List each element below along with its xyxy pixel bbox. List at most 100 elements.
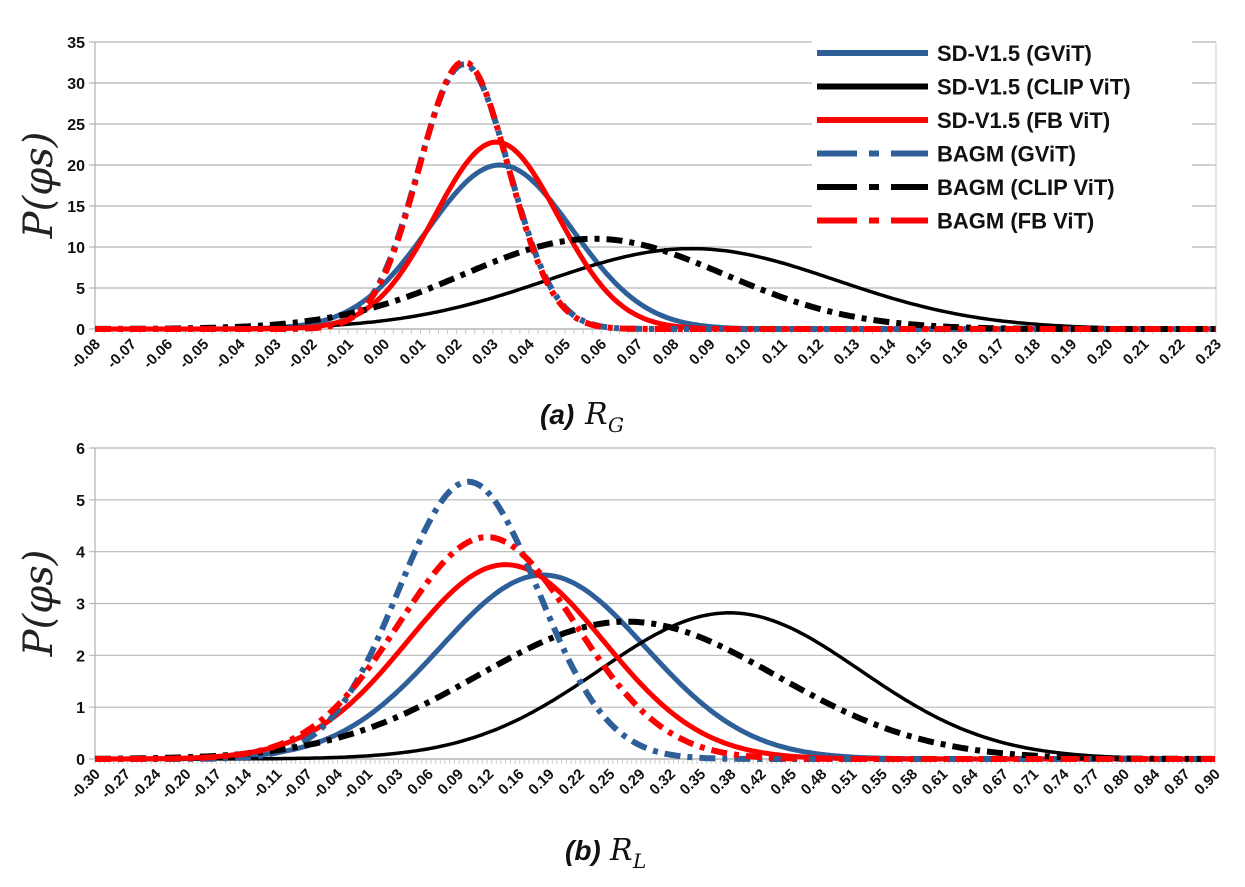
x-tick-label: -0.20 [158, 766, 194, 802]
x-tick-label: 0.16 [495, 766, 528, 799]
x-tick-label: 0.22 [555, 766, 588, 799]
y-tick-label: 20 [67, 158, 85, 175]
x-tick-label: 0.21 [1120, 336, 1153, 369]
x-tick-label: 0.61 [919, 766, 952, 799]
x-tick-label: -0.11 [250, 766, 286, 802]
legend-label: BAGM (GViT) [937, 142, 1076, 167]
x-tick-label: 0.06 [404, 766, 437, 799]
y-axis-label: P(φs) [16, 132, 62, 240]
y-tick-label: 15 [67, 199, 85, 216]
x-tick-label: 0.23 [1192, 336, 1225, 369]
y-tick-label: 3 [76, 597, 85, 614]
x-tick-label: 0.11 [759, 336, 791, 368]
x-tick-label: -0.02 [285, 336, 321, 372]
x-tick-label: 0.03 [374, 766, 407, 799]
x-tick-label: 0.32 [646, 766, 679, 799]
y-tick-label: 25 [67, 117, 85, 134]
series-line-bagm-clip-vit- [94, 618, 1215, 762]
x-tick-label: 0.19 [525, 766, 558, 799]
x-tick-label: -0.14 [219, 765, 256, 802]
x-tick-label: 0.05 [541, 336, 574, 369]
x-tick-label: 0.42 [737, 766, 770, 799]
x-tick-label: -0.01 [321, 336, 357, 372]
x-tick-label: 0.14 [867, 335, 900, 368]
x-tick-label: 0.80 [1100, 766, 1133, 799]
y-axis-label: P(φs) [16, 550, 62, 658]
x-tick-label: 0.77 [1070, 766, 1103, 799]
series-line-sd-v1-5-clip-vit- [95, 611, 1216, 761]
series-line-bagm-clip-vit- [95, 235, 1216, 332]
legend-label: BAGM (CLIP ViT) [937, 175, 1115, 200]
legend-background [812, 38, 1192, 250]
caption-symbol: R [609, 833, 633, 868]
x-tick-label: 0.35 [677, 766, 710, 799]
x-tick-label: 0.71 [1010, 766, 1043, 799]
x-tick-label: 0.67 [979, 766, 1012, 799]
y-tick-label: 30 [67, 76, 85, 93]
x-tick-label: 0.06 [577, 336, 610, 369]
x-tick-label: 0.10 [722, 336, 755, 369]
x-tick-label: -0.08 [68, 336, 104, 372]
series-line-bagm-fb-vit- [95, 58, 1216, 332]
x-tick-label: -0.07 [104, 336, 140, 372]
x-tick-label: -0.06 [140, 336, 176, 372]
x-tick-label: 0.55 [858, 766, 891, 799]
x-tick-label: -0.17 [189, 766, 225, 802]
x-tick-label: 0.22 [1156, 336, 1189, 369]
x-tick-label: 0.12 [465, 766, 498, 799]
x-tick-label: 0.13 [831, 336, 864, 369]
x-tick-label: 0.90 [1191, 766, 1224, 799]
x-tick-label: 0.25 [586, 766, 619, 799]
legend-label: BAGM (FB ViT) [937, 209, 1094, 234]
x-tick-label: 0.12 [794, 336, 827, 369]
caption-prefix: (a) [540, 399, 574, 430]
x-tick-label: 0.04 [505, 335, 538, 368]
y-tick-label: 2 [76, 648, 85, 665]
caption-subscript: G [608, 413, 624, 437]
x-tick-label: 0.17 [975, 336, 1008, 369]
series-line-bagm-gvit- [95, 478, 1215, 762]
x-tick-label: -0.05 [176, 336, 212, 372]
x-tick-label: 0.01 [397, 336, 430, 369]
y-tick-label: 10 [67, 240, 85, 257]
x-tick-label: 0.20 [1084, 336, 1117, 369]
y-tick-label: 0 [76, 322, 85, 339]
x-tick-label: 0.18 [1011, 336, 1044, 369]
y-tick-label: 0 [76, 752, 85, 769]
x-tick-label: 0.19 [1048, 336, 1081, 369]
x-tick-label: -0.24 [128, 765, 165, 802]
legend: SD-V1.5 (GViT) SD-V1.5 (CLIP ViT) SD-V1.5 … [812, 38, 1192, 250]
x-tick-label: 0.16 [939, 336, 972, 369]
x-tick-label: 0.87 [1161, 766, 1194, 799]
x-tick-label: 0.07 [614, 336, 647, 369]
x-tick-label: 0.51 [828, 766, 861, 799]
legend-label: SD-V1.5 (GViT) [937, 41, 1092, 66]
x-tick-label: 0.09 [686, 336, 719, 369]
x-tick-label: 0.29 [616, 766, 649, 799]
x-tick-label: 0.08 [650, 336, 683, 369]
x-tick-label: 0.09 [434, 766, 467, 799]
x-tick-label: -0.30 [68, 766, 104, 802]
y-tick-label: 5 [76, 493, 85, 510]
x-tick-label: -0.01 [340, 766, 376, 802]
series-line-sd-v1-5-gvit- [95, 572, 1215, 762]
caption-prefix: (b) [565, 835, 601, 866]
x-tick-label: 0.48 [798, 766, 831, 799]
x-tick-label: 0.58 [888, 766, 921, 799]
chart-b: 0123456-0.30-0.27-0.24-0.20-0.17-0.14-0.… [16, 441, 1224, 873]
legend-label: SD-V1.5 (FB ViT) [937, 108, 1110, 133]
x-tick-label: -0.04 [212, 335, 249, 372]
x-tick-label: -0.03 [248, 336, 284, 372]
x-tick-label: 0.74 [1040, 765, 1073, 798]
series-line-sd-v1-5-clip-vit- [95, 246, 1216, 331]
x-tick-label: 0.03 [469, 336, 502, 369]
x-tick-label: -0.27 [98, 766, 134, 802]
x-tick-label: 0.02 [433, 336, 466, 369]
series-line-bagm-fb-vit- [95, 534, 1215, 762]
x-tick-label: 0.45 [767, 766, 800, 799]
y-tick-label: 35 [67, 35, 85, 52]
x-tick-label: 0.64 [949, 765, 982, 798]
y-tick-label: 6 [76, 441, 85, 458]
x-tick-label: 0.38 [707, 766, 740, 799]
caption-subscript: L [632, 849, 646, 873]
